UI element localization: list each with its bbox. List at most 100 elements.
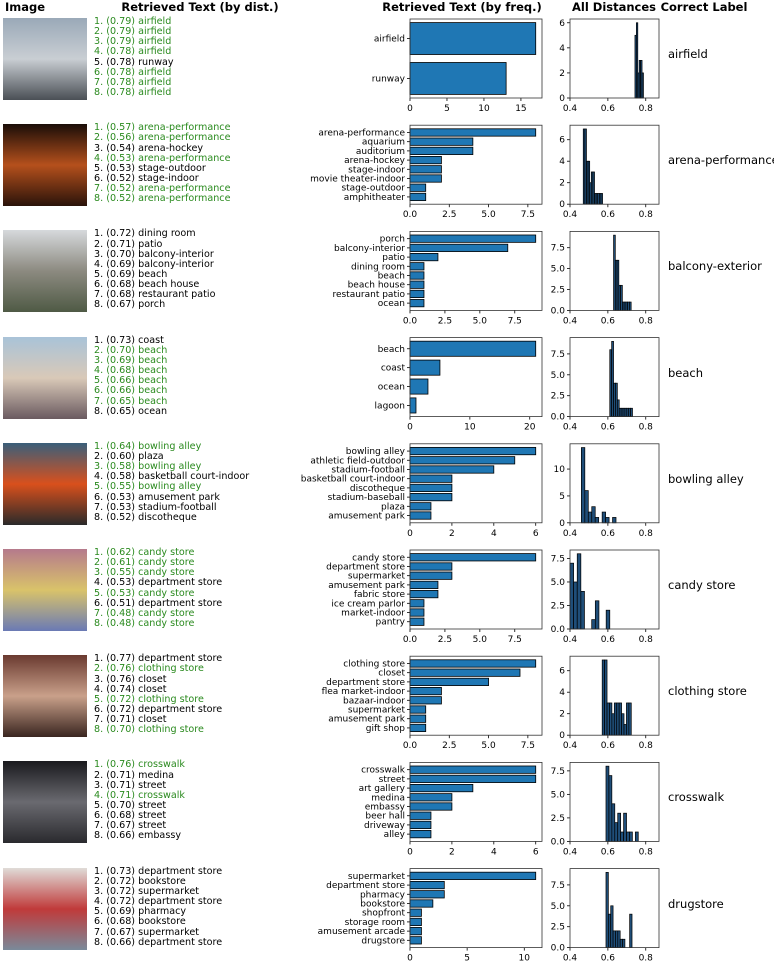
list-item: 5. (0.66) beach — [94, 375, 168, 387]
retrieved-by-distance-list: 1. (0.73) department store 2. (0.72) book… — [94, 866, 222, 948]
histogram-bin — [607, 913, 612, 948]
category-label: discotheque — [350, 484, 406, 494]
category-label: runway — [372, 74, 406, 84]
x-tick-label: 0.6 — [601, 316, 616, 326]
category-label: plaza — [381, 502, 405, 512]
correct-label: clothing store — [668, 684, 747, 699]
bar — [409, 590, 439, 599]
x-tick-label: 2.5 — [438, 635, 452, 645]
histogram-bin — [619, 938, 623, 948]
category-label: supermarket — [348, 572, 406, 582]
bar-axes-frame — [409, 124, 543, 205]
x-tick-label: 0.6 — [601, 635, 616, 645]
correct-label: arena-performance — [668, 153, 774, 168]
x-tick-label: 5.0 — [473, 316, 488, 326]
list-item: 4. (0.71) crosswalk — [94, 789, 185, 801]
bar — [409, 608, 425, 617]
x-tick-label: 0 — [407, 954, 413, 964]
bar — [409, 765, 537, 774]
bar — [409, 696, 442, 705]
histogram-bin — [613, 702, 618, 736]
list-item: 3. (0.76) closet — [94, 673, 167, 685]
x-tick-label: 0.4 — [563, 847, 578, 857]
bar — [409, 262, 425, 271]
bar — [409, 871, 537, 880]
histogram-bin — [569, 562, 574, 630]
retrieved-by-distance-list: 1. (0.62) candy store 2. (0.61) candy sto… — [94, 547, 222, 629]
correct-label: balcony-exterior — [668, 259, 762, 274]
histogram-bin — [634, 831, 639, 842]
list-item: 5. (0.53) stage-outdoor — [94, 162, 206, 174]
histogram-axes-frame — [569, 337, 660, 418]
histogram-bin — [617, 930, 621, 948]
bar — [409, 502, 432, 511]
histogram-bin — [580, 591, 585, 630]
x-tick-label: 0.4 — [563, 529, 578, 539]
x-tick-label: 0 — [407, 423, 413, 433]
list-item: 3. (0.58) bowling alley — [94, 461, 202, 473]
histogram-bin — [609, 702, 613, 736]
histogram-bin — [612, 517, 617, 524]
histogram-bin — [641, 72, 644, 99]
y-tick-label: 0 — [559, 94, 565, 104]
histogram: 0.4 0.6 0.8 0.0 2.5 5.0 7.5 — [551, 762, 660, 857]
bar — [409, 617, 425, 626]
bar — [409, 687, 442, 696]
histogram-bin — [628, 702, 632, 736]
list-item: 6. (0.68) street — [94, 810, 167, 822]
category-label: beach — [378, 345, 405, 355]
bar-chart: arena-performanceaquariumauditoriumarena… — [310, 124, 543, 220]
y-tick-label: 0.0 — [551, 413, 566, 423]
list-item: 5. (0.53) candy store — [94, 587, 195, 599]
category-label: closet — [378, 669, 405, 679]
category-label: amusement park — [328, 512, 406, 522]
bar — [409, 378, 429, 395]
y-tick-label: 5.0 — [551, 578, 566, 588]
list-item: 6. (0.53) amusement park — [94, 491, 220, 503]
category-label: medina — [371, 793, 405, 803]
retrieved-by-distance-list: 1. (0.77) department store 2. (0.76) clot… — [94, 654, 222, 735]
bar — [409, 474, 453, 483]
list-item: 3. (0.54) arena-hockey — [94, 142, 204, 154]
bar — [409, 599, 425, 608]
bar — [409, 456, 516, 465]
histogram-bin — [611, 713, 615, 736]
y-tick-label: 7.5 — [551, 767, 565, 777]
bar — [409, 811, 432, 820]
bar — [409, 677, 489, 686]
histogram-axes-frame — [569, 655, 660, 736]
bar-axes-frame — [409, 230, 543, 311]
x-tick-label: 0.4 — [563, 954, 578, 964]
y-tick-label: 4 — [559, 157, 565, 167]
list-item: 8. (0.70) clothing store — [94, 724, 204, 736]
category-label: department store — [326, 562, 405, 572]
y-tick-label: 0 — [559, 200, 565, 210]
list-item: 1. (0.73) coast — [94, 334, 164, 346]
x-tick-label: 4 — [491, 847, 497, 857]
histogram-axes-frame — [569, 443, 660, 524]
list-item: 3. (0.71) street — [94, 779, 167, 791]
x-tick-label: 7.5 — [508, 635, 522, 645]
list-item: 6. (0.66) beach — [94, 385, 168, 397]
y-tick-label: 0 — [559, 731, 565, 741]
bar — [409, 165, 442, 174]
histogram-bin — [601, 511, 606, 524]
category-label: ocean — [378, 383, 405, 393]
correct-label: crosswalk — [668, 790, 725, 805]
bar-axes-frame — [409, 549, 543, 630]
bar — [409, 483, 453, 492]
category-label: embassy — [365, 803, 406, 813]
list-item: 3. (0.72) supermarket — [94, 885, 199, 897]
histogram: 0.4 0.6 0.8 0 5 10 — [554, 443, 660, 539]
bar — [409, 899, 434, 908]
bar — [409, 784, 474, 793]
list-item: 2. (0.56) arena-performance — [94, 132, 231, 144]
list-item: 6. (0.78) airfield — [94, 66, 172, 78]
list-item: 1. (0.76) crosswalk — [94, 759, 185, 771]
thumbnail-image — [3, 867, 87, 950]
thumbnail-image — [3, 442, 87, 525]
category-label: clothing store — [343, 659, 405, 669]
